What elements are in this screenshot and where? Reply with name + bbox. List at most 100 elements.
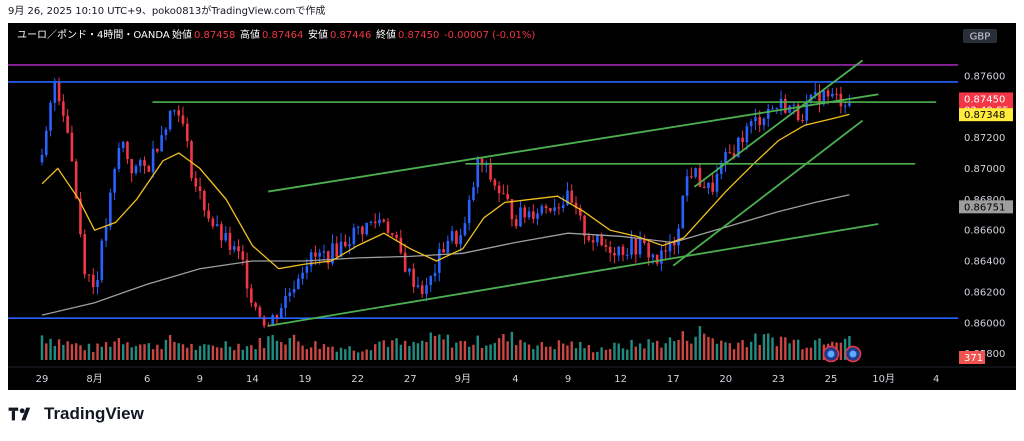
volume-bar	[220, 347, 223, 360]
volume-bar	[139, 344, 142, 360]
candle-body	[185, 123, 189, 142]
candle-body	[831, 93, 834, 97]
candle-body	[198, 186, 202, 191]
volume-bar	[352, 350, 356, 360]
volume-bar	[425, 341, 428, 360]
volume-bar	[92, 351, 95, 360]
ma-slow-value-badge	[959, 200, 1013, 214]
candle-body	[467, 199, 471, 224]
volume-bar	[728, 343, 731, 360]
candle-body	[117, 147, 121, 169]
price-chart[interactable]: 0.876000.874000.872000.870000.868000.866…	[8, 23, 1016, 390]
candle-body	[643, 238, 646, 243]
candle-body	[181, 115, 185, 124]
candle-body	[557, 207, 561, 209]
candle-body	[613, 252, 616, 256]
volume-bar	[224, 341, 227, 360]
candle-body	[382, 219, 386, 222]
candle-body	[279, 307, 283, 318]
volume-bar	[566, 345, 569, 360]
candle-body	[361, 226, 364, 235]
volume-bar	[258, 338, 262, 360]
volume-bar	[339, 347, 343, 360]
volume-bar	[626, 349, 629, 360]
x-tick-label: 9	[565, 374, 571, 385]
candle-body	[399, 237, 403, 253]
x-tick-label: 23	[772, 374, 785, 385]
candle-body	[442, 249, 445, 253]
candle-body	[420, 285, 424, 295]
volume-bar	[305, 349, 309, 360]
volume-bar	[275, 340, 279, 360]
channel-lower-trendline[interactable]	[268, 223, 879, 327]
candle-body	[331, 243, 334, 264]
volume-bar	[134, 346, 138, 360]
candle-body	[835, 93, 838, 95]
candle-body	[484, 164, 488, 166]
volume-bar	[280, 342, 283, 360]
volume-bar	[331, 346, 334, 360]
volume-bar	[45, 343, 48, 360]
candle-body	[540, 206, 544, 214]
candle-body	[194, 178, 198, 187]
candle-body	[365, 222, 368, 235]
candle-body	[749, 121, 753, 127]
candle-body	[544, 206, 548, 209]
candle-body	[134, 166, 138, 174]
ohlc-label: 始値	[172, 28, 192, 41]
volume-bar	[809, 347, 813, 360]
volume-bar	[335, 351, 338, 360]
candle-body	[664, 250, 668, 252]
candle-body	[288, 292, 292, 296]
chart-area[interactable]: 0.876000.874000.872000.870000.868000.866…	[8, 23, 1016, 390]
x-tick-label: 27	[404, 374, 417, 385]
currency-badge[interactable]	[963, 29, 997, 43]
volume-bar	[117, 338, 121, 360]
slow-moving-average-line	[41, 194, 850, 316]
candle-body	[395, 234, 398, 238]
candle-body	[848, 103, 851, 106]
volume-bar	[301, 345, 304, 360]
candle-body	[527, 211, 531, 218]
volume-bar	[177, 343, 180, 360]
x-tick-label: 19	[299, 374, 312, 385]
volume-bar	[113, 341, 116, 360]
candle-body	[630, 238, 633, 255]
x-tick-label: 10月	[872, 373, 895, 385]
candle-body	[104, 226, 108, 241]
rising-lower-trendline[interactable]	[672, 119, 864, 267]
candle-body	[297, 278, 300, 290]
candle-body	[318, 252, 321, 257]
volume-bar	[369, 350, 373, 360]
candle-body	[766, 108, 770, 119]
volume-bar	[450, 347, 454, 360]
candle-body	[309, 252, 313, 267]
candle-body	[724, 152, 727, 164]
candle-body	[591, 240, 595, 243]
candle-body	[506, 194, 509, 200]
volume-bar	[510, 331, 514, 360]
candle-body	[707, 182, 710, 189]
candle-body	[732, 153, 736, 158]
volume-bar	[408, 346, 411, 360]
candle-body	[553, 207, 556, 212]
candle-body	[801, 119, 804, 121]
candle-body	[437, 249, 441, 273]
channel-upper-trendline[interactable]	[268, 93, 879, 193]
candle-body	[254, 302, 257, 308]
candle-body	[634, 238, 638, 255]
candle-body	[826, 90, 830, 97]
volume-bar	[429, 332, 432, 360]
candle-body	[271, 315, 274, 326]
candle-body	[775, 107, 779, 109]
candle-body	[245, 259, 249, 289]
tradingview-brand[interactable]: TradingView	[8, 404, 144, 424]
event-marker-dot	[849, 350, 857, 358]
rising-upper-trendline[interactable]	[693, 59, 864, 188]
volume-bar	[506, 341, 509, 360]
volume-bar	[391, 340, 394, 360]
x-tick-label: 14	[246, 374, 259, 385]
ohlc-value: 0.87464	[262, 30, 303, 41]
volume-bar	[741, 340, 744, 360]
candle-body	[378, 219, 381, 224]
